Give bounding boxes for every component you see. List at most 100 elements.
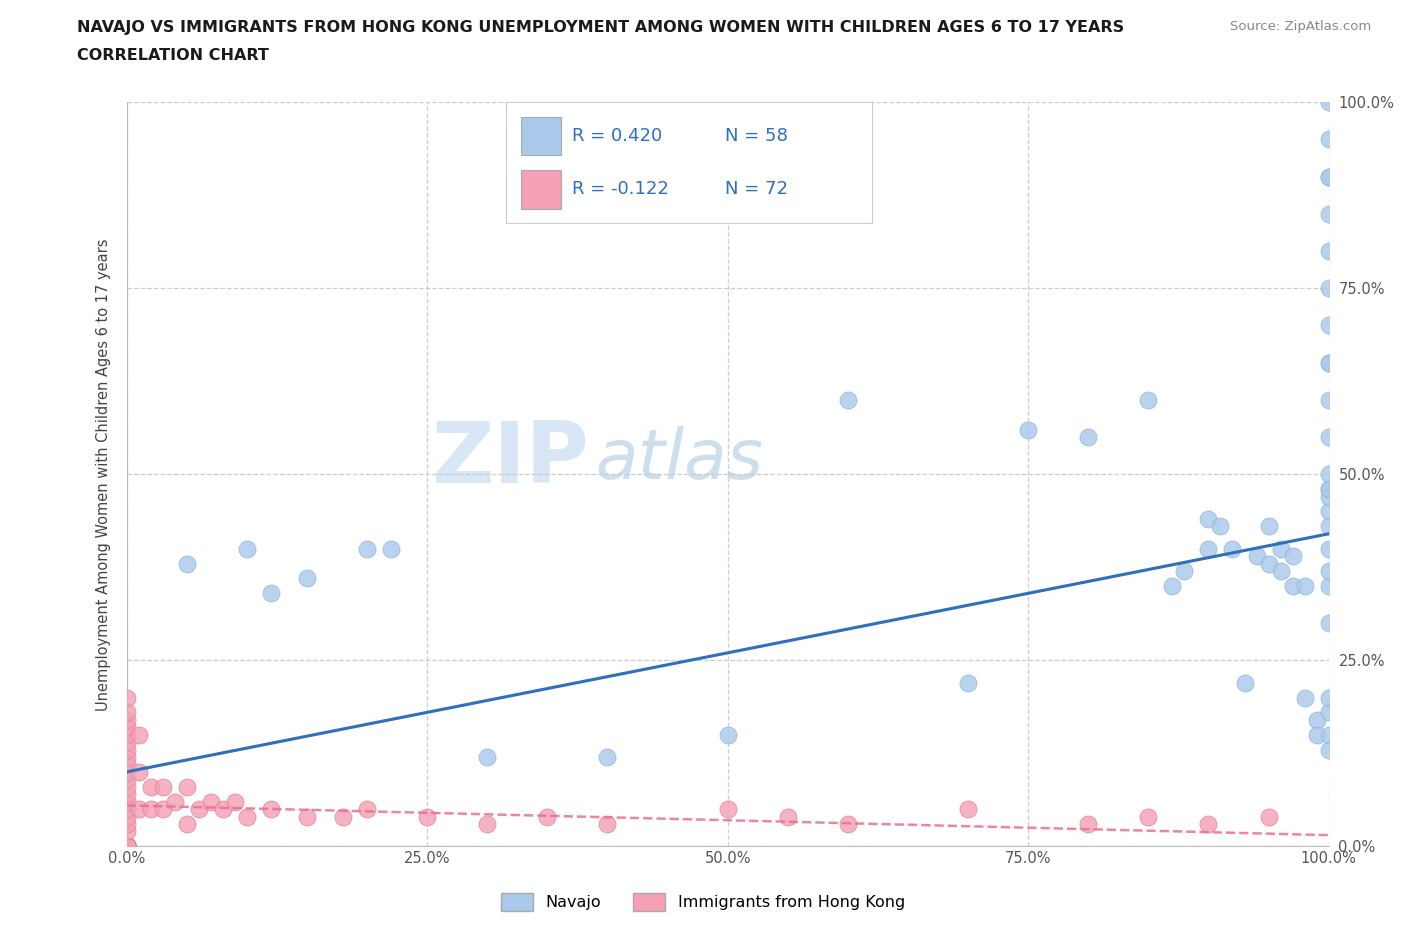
Point bbox=[1317, 564, 1340, 578]
Point bbox=[200, 794, 222, 809]
Point bbox=[716, 727, 740, 742]
Point bbox=[115, 839, 138, 854]
Point bbox=[115, 839, 138, 854]
Point bbox=[260, 802, 283, 817]
Point bbox=[115, 839, 138, 854]
Point bbox=[1317, 705, 1340, 720]
Point bbox=[380, 541, 402, 556]
Point bbox=[115, 712, 138, 727]
Point bbox=[1317, 206, 1340, 221]
Point bbox=[115, 839, 138, 854]
Point bbox=[128, 802, 150, 817]
Y-axis label: Unemployment Among Women with Children Ages 6 to 17 years: Unemployment Among Women with Children A… bbox=[96, 238, 111, 711]
Point bbox=[115, 705, 138, 720]
Point bbox=[1246, 549, 1268, 564]
Point bbox=[1161, 578, 1184, 593]
Point bbox=[1317, 430, 1340, 445]
Point bbox=[1317, 355, 1340, 370]
Point bbox=[1173, 564, 1195, 578]
Point bbox=[1317, 489, 1340, 504]
Point bbox=[1197, 817, 1219, 831]
Point bbox=[115, 787, 138, 802]
Point bbox=[115, 839, 138, 854]
Point bbox=[115, 839, 138, 854]
Text: ZIP: ZIP bbox=[432, 418, 589, 501]
Point bbox=[1317, 504, 1340, 519]
Point bbox=[1257, 809, 1279, 824]
Point bbox=[115, 750, 138, 764]
Point bbox=[115, 824, 138, 839]
Point bbox=[332, 809, 354, 824]
Point bbox=[475, 817, 498, 831]
Point bbox=[115, 757, 138, 772]
Point bbox=[1317, 541, 1340, 556]
Point bbox=[115, 839, 138, 854]
Point bbox=[596, 817, 619, 831]
Text: N = 58: N = 58 bbox=[725, 127, 789, 145]
Point bbox=[115, 727, 138, 742]
Point bbox=[596, 750, 619, 764]
Point bbox=[1294, 690, 1316, 705]
Point bbox=[1270, 564, 1292, 578]
Point bbox=[1317, 519, 1340, 534]
Point bbox=[115, 839, 138, 854]
Point bbox=[1017, 422, 1039, 437]
Point bbox=[716, 802, 740, 817]
Point bbox=[1077, 817, 1099, 831]
Point bbox=[1317, 169, 1340, 184]
Point bbox=[224, 794, 246, 809]
Point bbox=[356, 802, 378, 817]
Point bbox=[115, 839, 138, 854]
Point bbox=[1281, 578, 1303, 593]
Point bbox=[1077, 430, 1099, 445]
Text: Source: ZipAtlas.com: Source: ZipAtlas.com bbox=[1230, 20, 1371, 33]
Point bbox=[776, 809, 799, 824]
Point bbox=[1317, 244, 1340, 259]
Point bbox=[1305, 727, 1327, 742]
Text: N = 72: N = 72 bbox=[725, 180, 789, 198]
Text: CORRELATION CHART: CORRELATION CHART bbox=[77, 48, 269, 63]
Point bbox=[837, 392, 859, 407]
FancyBboxPatch shape bbox=[520, 117, 561, 155]
Point bbox=[115, 839, 138, 854]
Point bbox=[115, 720, 138, 735]
Point bbox=[115, 839, 138, 854]
Point bbox=[139, 779, 162, 794]
Point bbox=[1257, 556, 1279, 571]
Point bbox=[163, 794, 186, 809]
Point bbox=[1197, 541, 1219, 556]
Point bbox=[1317, 318, 1340, 333]
Point bbox=[139, 802, 162, 817]
Point bbox=[115, 839, 138, 854]
Point bbox=[1317, 690, 1340, 705]
FancyBboxPatch shape bbox=[520, 170, 561, 208]
Point bbox=[1294, 578, 1316, 593]
Point bbox=[1317, 355, 1340, 370]
Point bbox=[1317, 281, 1340, 296]
Point bbox=[115, 839, 138, 854]
Point bbox=[115, 809, 138, 824]
Point bbox=[152, 779, 174, 794]
Point bbox=[115, 839, 138, 854]
Point bbox=[1317, 169, 1340, 184]
Point bbox=[115, 839, 138, 854]
Point bbox=[115, 794, 138, 809]
Point bbox=[1317, 392, 1340, 407]
Text: R = -0.122: R = -0.122 bbox=[572, 180, 669, 198]
Point bbox=[128, 764, 150, 779]
Point bbox=[115, 839, 138, 854]
Point bbox=[295, 571, 318, 586]
Point bbox=[1317, 616, 1340, 631]
Text: R = 0.420: R = 0.420 bbox=[572, 127, 662, 145]
Point bbox=[115, 742, 138, 757]
Point bbox=[115, 817, 138, 831]
Point bbox=[837, 817, 859, 831]
Point bbox=[356, 541, 378, 556]
Point bbox=[115, 839, 138, 854]
Point bbox=[1222, 541, 1244, 556]
Point bbox=[115, 772, 138, 787]
Point bbox=[1317, 132, 1340, 147]
Point bbox=[1317, 742, 1340, 757]
Point bbox=[115, 735, 138, 750]
Point bbox=[295, 809, 318, 824]
